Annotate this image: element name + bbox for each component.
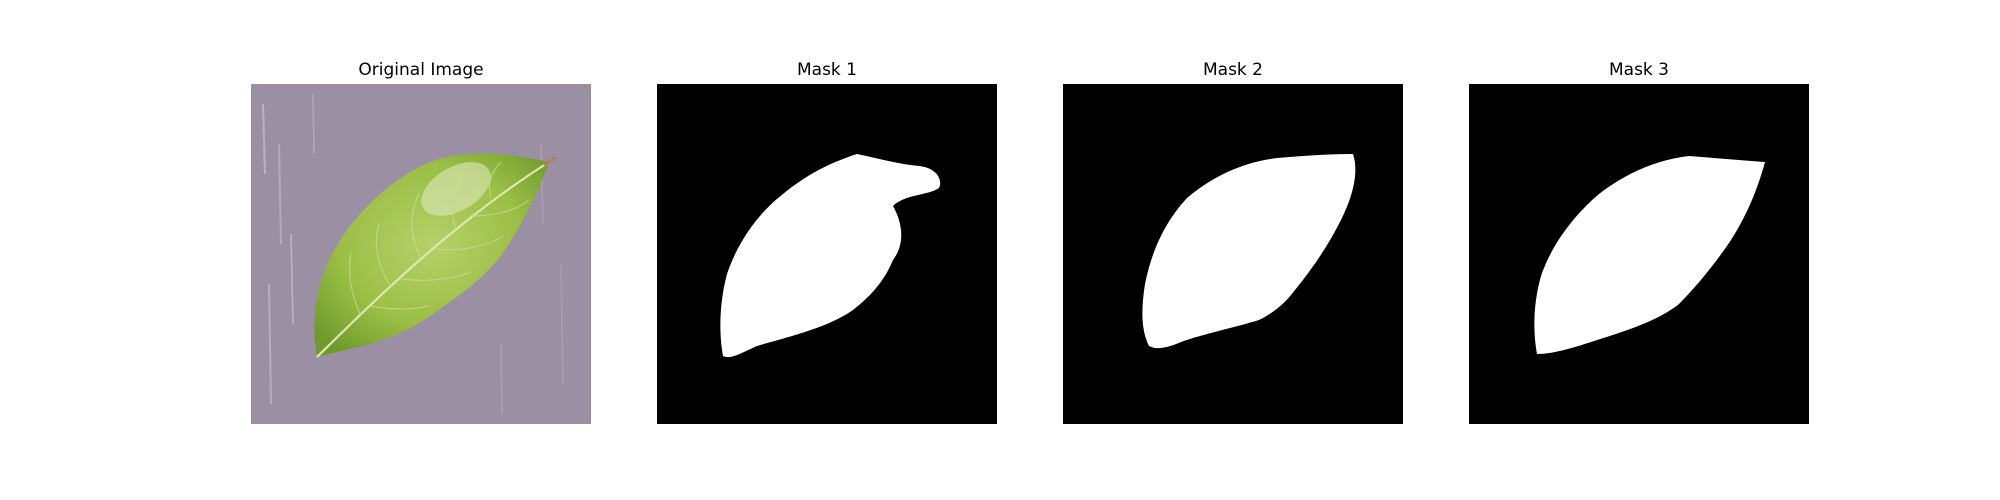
mask-3-image xyxy=(1469,84,1809,424)
leaf-veins xyxy=(348,161,530,317)
surface-texture xyxy=(262,93,564,415)
panel-mask-3: Mask 3 xyxy=(1469,58,1809,424)
panel-original-image: Original Image xyxy=(251,58,591,424)
panel-mask-1: Mask 1 xyxy=(657,58,997,424)
mask-1-image xyxy=(657,84,997,424)
panel-title-mask-1: Mask 1 xyxy=(796,60,857,80)
leaf-midrib xyxy=(316,161,550,358)
original-image xyxy=(251,84,591,424)
mask-1-region xyxy=(720,154,941,358)
mask-2-image xyxy=(1063,84,1403,424)
mask-3-region xyxy=(1534,156,1765,354)
panel-title-mask-2: Mask 2 xyxy=(1202,60,1263,80)
panel-title-mask-3: Mask 3 xyxy=(1608,60,1669,80)
panel-title-original-image: Original Image xyxy=(358,60,484,80)
mask-2-region xyxy=(1142,154,1356,349)
panel-mask-2: Mask 2 xyxy=(1063,58,1403,424)
leaf-stem xyxy=(543,156,557,166)
